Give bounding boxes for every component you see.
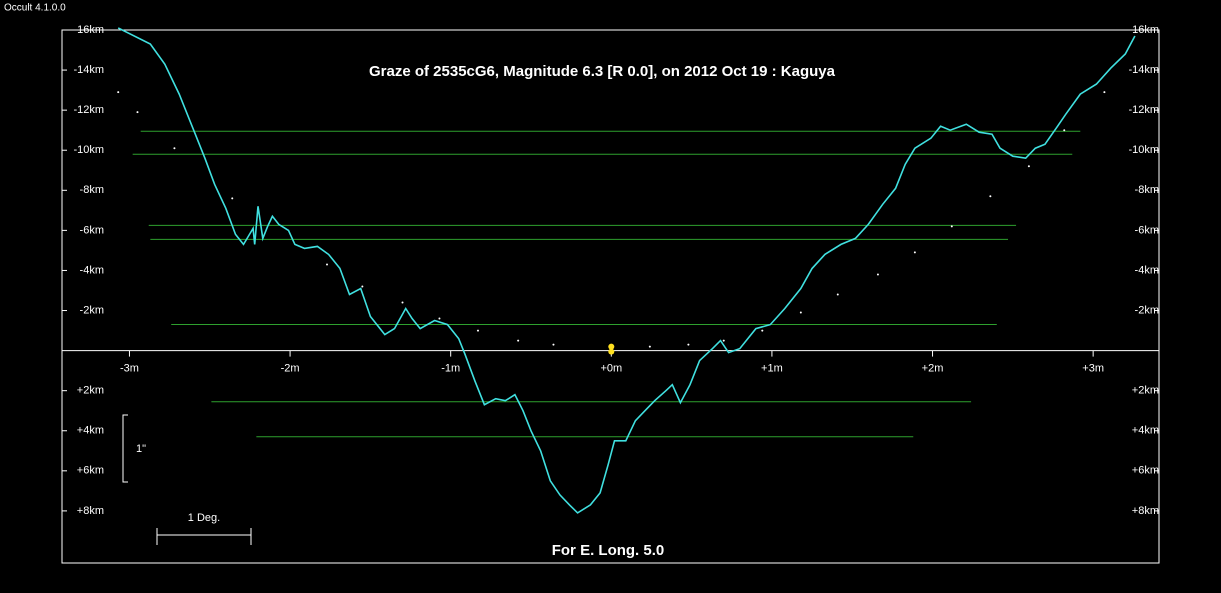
y-tick-label: +4km bbox=[77, 425, 104, 437]
limb-dot bbox=[117, 91, 120, 94]
x-tick-label: +2m bbox=[922, 363, 944, 375]
limb-dot bbox=[950, 225, 953, 228]
limb-dot bbox=[761, 329, 764, 332]
limb-dot bbox=[799, 311, 802, 314]
y-tick-label: -2km bbox=[1135, 304, 1159, 316]
y-tick-label: -4km bbox=[80, 264, 104, 276]
x-tick-label: -2m bbox=[281, 363, 300, 375]
window-title: Occult 4.1.0.0 bbox=[4, 3, 66, 14]
limb-dot bbox=[136, 111, 139, 114]
x-tick-label: +1m bbox=[761, 363, 783, 375]
limb-dot bbox=[326, 263, 329, 266]
limb-dot bbox=[1063, 129, 1066, 132]
limb-dot bbox=[836, 293, 839, 296]
y-tick-label: +6km bbox=[1132, 465, 1159, 477]
y-tick-label: -16km bbox=[73, 24, 104, 36]
scale-bar-horizontal bbox=[156, 528, 252, 545]
y-tick-label: -12km bbox=[1128, 104, 1159, 116]
frame bbox=[61, 29, 1160, 564]
limb-dot bbox=[231, 197, 234, 200]
y-tick-label: -16km bbox=[1128, 24, 1159, 36]
y-tick-label: -10km bbox=[1128, 144, 1159, 156]
limb-dot bbox=[1027, 165, 1030, 168]
y-tick-label: -8km bbox=[1135, 184, 1159, 196]
chart-title: Graze of 2535cG6, Magnitude 6.3 [R 0.0],… bbox=[369, 63, 836, 80]
scale-label: 1" bbox=[136, 443, 146, 455]
y-tick-label: +8km bbox=[1132, 505, 1159, 517]
y-tick-label: -6km bbox=[1135, 224, 1159, 236]
limb-dot bbox=[173, 147, 176, 150]
limb-dot bbox=[876, 273, 879, 276]
y-tick-label: -6km bbox=[80, 224, 104, 236]
scale-label: 1 Deg. bbox=[188, 512, 220, 524]
x-tick-label: -1m bbox=[441, 363, 460, 375]
y-tick-label: +8km bbox=[77, 505, 104, 517]
limb-dot bbox=[913, 251, 916, 254]
star bbox=[608, 348, 615, 355]
profile-line bbox=[117, 27, 1136, 514]
limb-dot bbox=[517, 339, 520, 342]
limb-dot bbox=[989, 195, 992, 198]
limb-dot bbox=[1103, 91, 1106, 94]
limb-dot bbox=[648, 345, 651, 348]
y-tick-label: -12km bbox=[73, 104, 104, 116]
limb-dot bbox=[722, 339, 725, 342]
chart-subtitle: For E. Long. 5.0 bbox=[552, 542, 665, 559]
y-tick-label: -2km bbox=[80, 304, 104, 316]
y-tick-label: -14km bbox=[1128, 64, 1159, 76]
y-tick-label: -14km bbox=[73, 64, 104, 76]
y-tick-label: -4km bbox=[1135, 264, 1159, 276]
x-tick-label: +0m bbox=[600, 363, 622, 375]
y-tick-label: +6km bbox=[77, 465, 104, 477]
star bbox=[608, 343, 615, 350]
x-tick-label: +3m bbox=[1082, 363, 1104, 375]
limb-dot bbox=[687, 343, 690, 346]
y-tick-label: +4km bbox=[1132, 425, 1159, 437]
y-tick-label: -10km bbox=[73, 144, 104, 156]
limb-dot bbox=[438, 317, 441, 320]
limb-dot bbox=[552, 343, 555, 346]
y-tick-label: +2km bbox=[77, 385, 104, 397]
y-tick-label: +2km bbox=[1132, 385, 1159, 397]
limb-dot bbox=[476, 329, 479, 332]
y-tick-label: -8km bbox=[80, 184, 104, 196]
scale-bar-vertical bbox=[122, 414, 128, 483]
limb-dot bbox=[361, 285, 364, 288]
x-tick-label: -3m bbox=[120, 363, 139, 375]
limb-dot bbox=[401, 301, 404, 304]
